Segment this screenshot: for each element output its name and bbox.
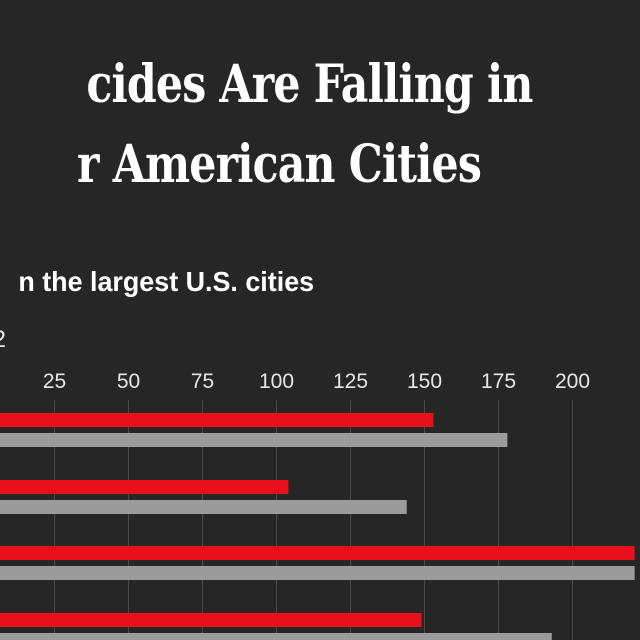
x-tick-label: 175 <box>481 370 516 393</box>
bar-red <box>0 546 635 560</box>
x-tick-label: 200 <box>555 370 590 393</box>
x-tick-label: 25 <box>43 370 66 393</box>
bar-gray <box>0 633 552 640</box>
chart-note: 2 <box>0 326 6 354</box>
bar-red <box>0 480 289 494</box>
x-tick-label: 125 <box>333 370 368 393</box>
bar-red <box>0 413 434 427</box>
bars <box>0 413 635 640</box>
bar-gray <box>0 566 635 580</box>
x-tick-label: 150 <box>407 370 442 393</box>
chart-title-line-1: cides Are Falling in <box>86 54 533 115</box>
bar-gray <box>0 433 508 447</box>
bar-gray <box>0 500 407 514</box>
bar-chart: 25 50 75 100 125 150 175 200 <box>0 370 635 640</box>
x-tick-label: 100 <box>259 370 294 393</box>
chart-subtitle: n the largest U.S. cities <box>18 266 314 297</box>
x-tick-label: 75 <box>191 370 214 393</box>
x-tick-label: 50 <box>117 370 140 393</box>
chart-title-line-2: r American Cities <box>77 134 482 195</box>
x-axis-ticks: 25 50 75 100 125 150 175 200 <box>43 370 590 393</box>
bar-red <box>0 613 422 627</box>
